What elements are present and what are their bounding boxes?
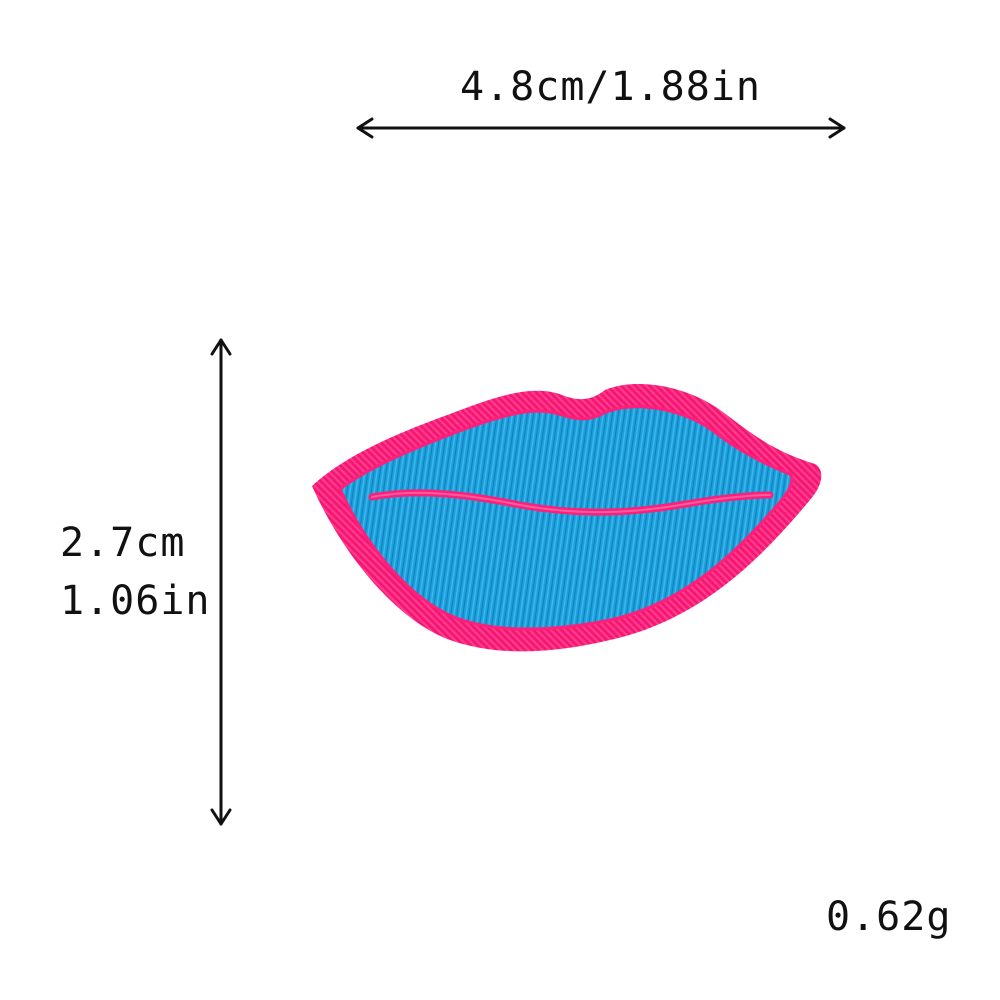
height-cm-dimension-label: 2.7cm — [60, 520, 186, 566]
width-dimension-label: 4.8cm/1.88in — [460, 64, 761, 110]
width-arrow-icon — [356, 117, 846, 139]
weight-label: 0.62g — [826, 894, 952, 940]
height-arrow-icon — [210, 338, 232, 826]
lips-patch-icon — [312, 383, 822, 652]
height-in-dimension-label: 1.06in — [60, 578, 211, 624]
